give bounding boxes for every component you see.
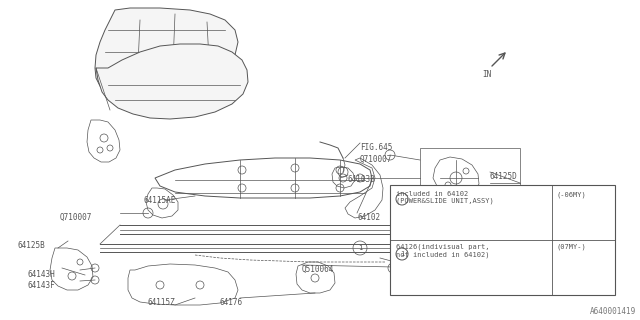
Polygon shape [95, 8, 238, 97]
Polygon shape [96, 44, 248, 119]
Text: 64115Z: 64115Z [148, 298, 176, 307]
Text: Q710007: Q710007 [360, 155, 392, 164]
Bar [420, 148, 520, 220]
Text: Q710007: Q710007 [60, 213, 92, 222]
Text: Q510064: Q510064 [302, 265, 334, 274]
Text: (-06MY): (-06MY) [556, 191, 586, 197]
Text: A640001419: A640001419 [589, 307, 636, 316]
Text: 64143H: 64143H [28, 270, 56, 279]
Text: 64125B: 64125B [18, 241, 45, 250]
Text: 1: 1 [358, 245, 362, 251]
Bar [390, 185, 615, 295]
Text: 64126(indivisual part,
not included in 64102): 64126(indivisual part, not included in 6… [396, 244, 490, 258]
Text: 64115AE: 64115AE [143, 196, 175, 205]
Text: 1: 1 [400, 251, 404, 257]
Text: 64143F: 64143F [28, 281, 56, 290]
Text: 64103B: 64103B [348, 175, 376, 184]
Text: 64102: 64102 [357, 213, 380, 222]
Text: FIG.645: FIG.645 [360, 143, 392, 152]
Text: included in 64102
(POWER&SLIDE UNIT,ASSY): included in 64102 (POWER&SLIDE UNIT,ASSY… [396, 191, 493, 204]
Text: (07MY-): (07MY-) [556, 244, 586, 251]
Text: 64125D: 64125D [490, 172, 518, 181]
Text: IN: IN [482, 70, 492, 79]
Text: 64176: 64176 [220, 298, 243, 307]
